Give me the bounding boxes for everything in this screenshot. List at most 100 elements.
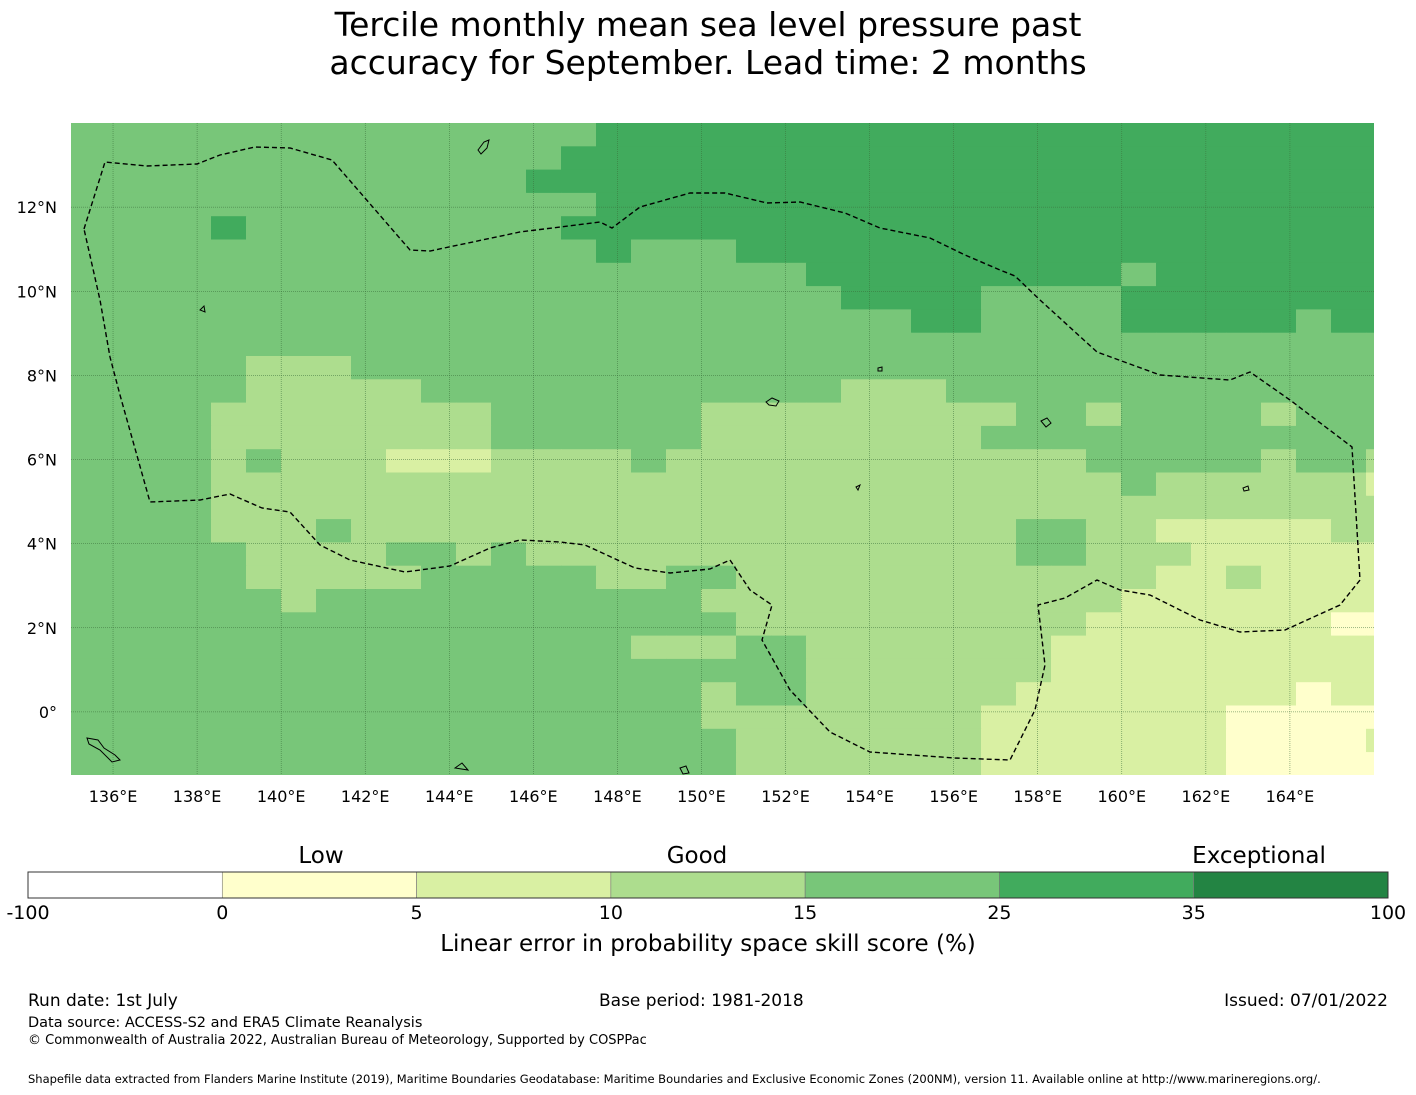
skill-cell (211, 379, 247, 404)
skill-cell (211, 682, 247, 707)
skill-cell (421, 495, 457, 520)
skill-cell (946, 309, 982, 334)
longitude-tick-label: 164°E (1266, 787, 1315, 806)
skill-cell (526, 705, 562, 730)
skill-cell (561, 332, 597, 357)
skill-cell (1296, 589, 1332, 613)
skill-cell (211, 123, 247, 147)
skill-cell (141, 658, 177, 683)
skill-cell (456, 542, 492, 567)
skill-cell (1016, 542, 1052, 567)
skill-cell (141, 356, 177, 380)
skill-cell (1051, 239, 1087, 264)
skill-cell (176, 192, 212, 217)
skill-cell (456, 309, 492, 334)
skill-cell (141, 752, 177, 775)
skill-cell (1366, 146, 1374, 171)
skill-cell (1051, 682, 1087, 707)
island-guam (477, 139, 490, 155)
skill-cell (1261, 262, 1297, 287)
skill-cell (491, 309, 527, 334)
skill-cell (1191, 216, 1227, 241)
skill-cell (351, 262, 387, 287)
skill-cell (526, 402, 562, 427)
skill-cell (1051, 542, 1087, 567)
skill-cell (351, 542, 387, 567)
skill-cell (1331, 728, 1367, 753)
skill-cell (351, 379, 387, 404)
skill-cell (701, 495, 737, 520)
skill-cell (1121, 705, 1157, 730)
skill-cell (1261, 332, 1297, 357)
skill-cell (561, 705, 597, 730)
skill-cell (841, 495, 877, 520)
skill-cell (421, 425, 457, 450)
skill-cell (491, 728, 527, 753)
skill-cell (701, 658, 737, 683)
skill-cell (1016, 192, 1052, 217)
skill-cell (666, 123, 702, 147)
skill-cell (386, 472, 422, 497)
skill-cell (596, 332, 632, 357)
skill-cell (1016, 239, 1052, 264)
skill-cell (561, 565, 597, 590)
skill-cell (911, 192, 947, 217)
skill-cell (1121, 123, 1157, 147)
skill-cell (456, 705, 492, 730)
island-palau (86, 737, 121, 763)
skill-cell (421, 635, 457, 660)
skill-cell (281, 565, 317, 590)
skill-cell (981, 332, 1017, 357)
skill-cell (806, 728, 842, 753)
skill-cell (526, 169, 562, 194)
skill-cell (771, 309, 807, 334)
eez-boundary-line (83, 146, 1361, 761)
skill-cell (351, 169, 387, 194)
skill-cell (981, 449, 1017, 474)
skill-cell (1191, 169, 1227, 194)
skill-cell (631, 216, 667, 241)
skill-cell (1366, 728, 1374, 753)
skill-cell (561, 589, 597, 613)
skill-cell (911, 589, 947, 613)
skill-cell (71, 356, 107, 380)
skill-cell (351, 728, 387, 753)
skill-cell (526, 519, 562, 543)
skill-cell (1366, 192, 1374, 217)
skill-cell (911, 425, 947, 450)
skill-cell (491, 635, 527, 660)
skill-cell (456, 169, 492, 194)
skill-cell (1051, 425, 1087, 450)
skill-cell (351, 495, 387, 520)
skill-cell (561, 752, 597, 775)
skill-cell (666, 635, 702, 660)
skill-cell (71, 449, 107, 474)
skill-cell (771, 519, 807, 543)
skill-cell (246, 752, 282, 775)
skill-cell (596, 635, 632, 660)
skill-cell (946, 519, 982, 543)
skill-cell (316, 589, 352, 613)
skill-cell (1156, 589, 1192, 613)
skill-cell (946, 356, 982, 380)
skill-cell (806, 589, 842, 613)
skill-cell (631, 425, 667, 450)
skill-cell (246, 146, 282, 171)
skill-cell (176, 146, 212, 171)
skill-cell (421, 705, 457, 730)
skill-cell (491, 472, 527, 497)
skill-cell (806, 309, 842, 334)
skill-cell (1121, 565, 1157, 590)
skill-cell (1086, 286, 1122, 310)
skill-cell (911, 682, 947, 707)
skill-cell (456, 425, 492, 450)
colorbar-tick-label: 0 (216, 902, 229, 924)
skill-cell (666, 192, 702, 217)
skill-cell (106, 682, 142, 707)
skill-cell (876, 752, 912, 775)
skill-cell (1086, 146, 1122, 171)
skill-cell (1296, 402, 1332, 427)
colorbar-tick-label: 10 (598, 902, 623, 924)
colorbar-segment (221, 871, 417, 899)
skill-cell (281, 589, 317, 613)
